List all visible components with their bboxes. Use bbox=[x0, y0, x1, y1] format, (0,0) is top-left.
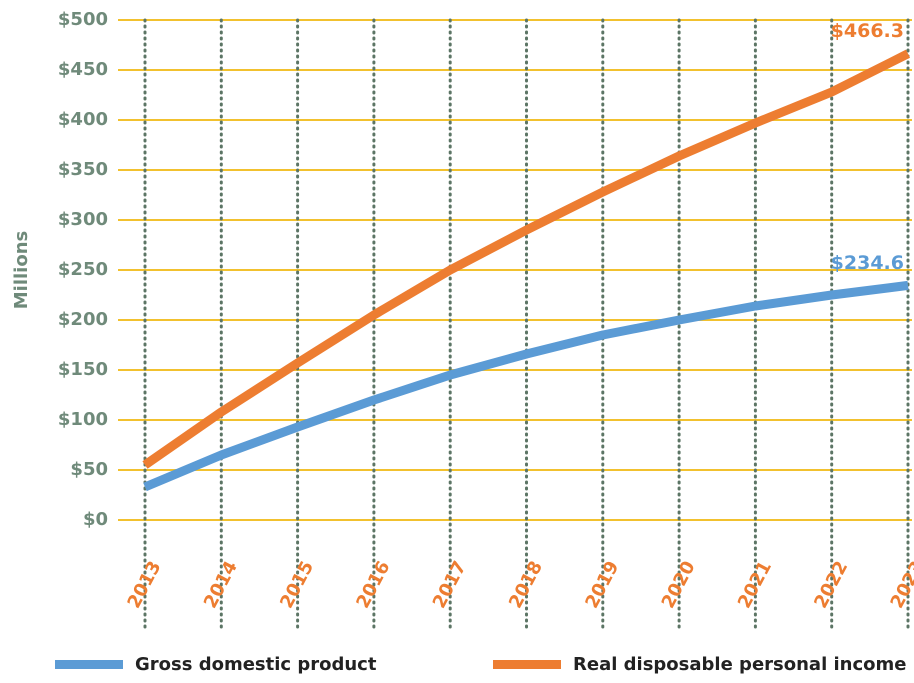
y-tick-label: $50 bbox=[70, 459, 108, 480]
y-tick-label: $0 bbox=[83, 509, 108, 530]
x-tick-label: 2018 bbox=[505, 558, 547, 612]
x-tick-label: 2015 bbox=[276, 558, 318, 612]
y-tick-label: $500 bbox=[58, 9, 108, 30]
legend-label: Gross domestic product bbox=[135, 654, 377, 675]
x-tick-label: 2021 bbox=[734, 558, 776, 612]
x-tick-label: 2023 bbox=[887, 558, 914, 612]
series-line bbox=[142, 49, 911, 469]
y-tick-label: $300 bbox=[58, 209, 108, 230]
legend-swatch bbox=[493, 660, 561, 669]
legend-label: Real disposable personal income bbox=[573, 654, 907, 675]
x-tick-label: 2017 bbox=[429, 558, 471, 612]
x-tick-label: 2014 bbox=[200, 558, 242, 612]
y-tick-label: $200 bbox=[58, 309, 108, 330]
x-tick-label: 2013 bbox=[124, 558, 166, 612]
x-tick-label: 2016 bbox=[352, 558, 394, 612]
y-tick-label: $100 bbox=[58, 409, 108, 430]
x-tick-label: 2022 bbox=[810, 558, 852, 612]
series-line bbox=[143, 280, 909, 492]
y-tick-label: $250 bbox=[58, 259, 108, 280]
legend-swatch bbox=[55, 660, 123, 669]
y-tick-label: $150 bbox=[58, 359, 108, 380]
y-tick-label: $400 bbox=[58, 109, 108, 130]
x-tick-label: 2019 bbox=[581, 558, 623, 612]
value-label: $466.3 bbox=[831, 20, 904, 42]
x-tick-label: 2020 bbox=[658, 558, 700, 612]
y-tick-label: $450 bbox=[58, 59, 108, 80]
y-tick-label: $350 bbox=[58, 159, 108, 180]
y-axis-label: Millions bbox=[11, 231, 32, 310]
value-label: $234.6 bbox=[831, 252, 904, 274]
